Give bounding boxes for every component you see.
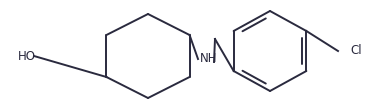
Text: Cl: Cl (350, 45, 362, 57)
Text: NH: NH (200, 53, 217, 65)
Text: HO: HO (18, 50, 36, 62)
